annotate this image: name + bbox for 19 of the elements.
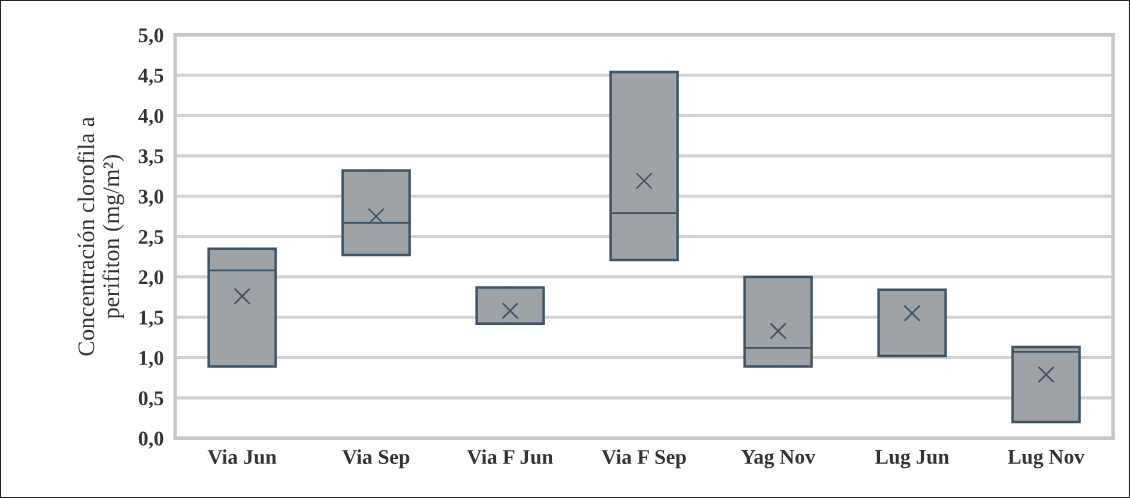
x-tick-label: Via F Jun	[467, 449, 554, 465]
y-tick-label: 4,5	[138, 68, 164, 86]
y-tick-label: 3,0	[138, 189, 164, 207]
x-tick-label: Via Jun	[207, 449, 277, 465]
y-axis-title: Concentración clorofila a perifiton (mg/m²)	[77, 116, 125, 356]
y-tick-label: 1,0	[139, 350, 164, 369]
y-tick-label: 0,5	[138, 391, 164, 409]
x-tick-label: Via F Sep	[601, 449, 686, 469]
x-tick-label: Lug Jun	[875, 450, 950, 469]
y-tick-label: 1,5	[139, 310, 164, 328]
x-tick-label: Lug Nov	[1007, 450, 1085, 469]
y-tick-label: 5,0	[138, 28, 164, 46]
y-tick-label: 4,0	[138, 108, 164, 126]
y-tick-label: 2,0	[138, 270, 164, 288]
y-tick-label: 3,5	[138, 149, 164, 167]
x-tick-label: Yag Nov	[741, 450, 816, 469]
y-tick-label: 2,5	[138, 229, 164, 247]
y-tick-label: 0,0	[138, 431, 164, 449]
x-tick-label: Via Sep	[342, 449, 410, 469]
